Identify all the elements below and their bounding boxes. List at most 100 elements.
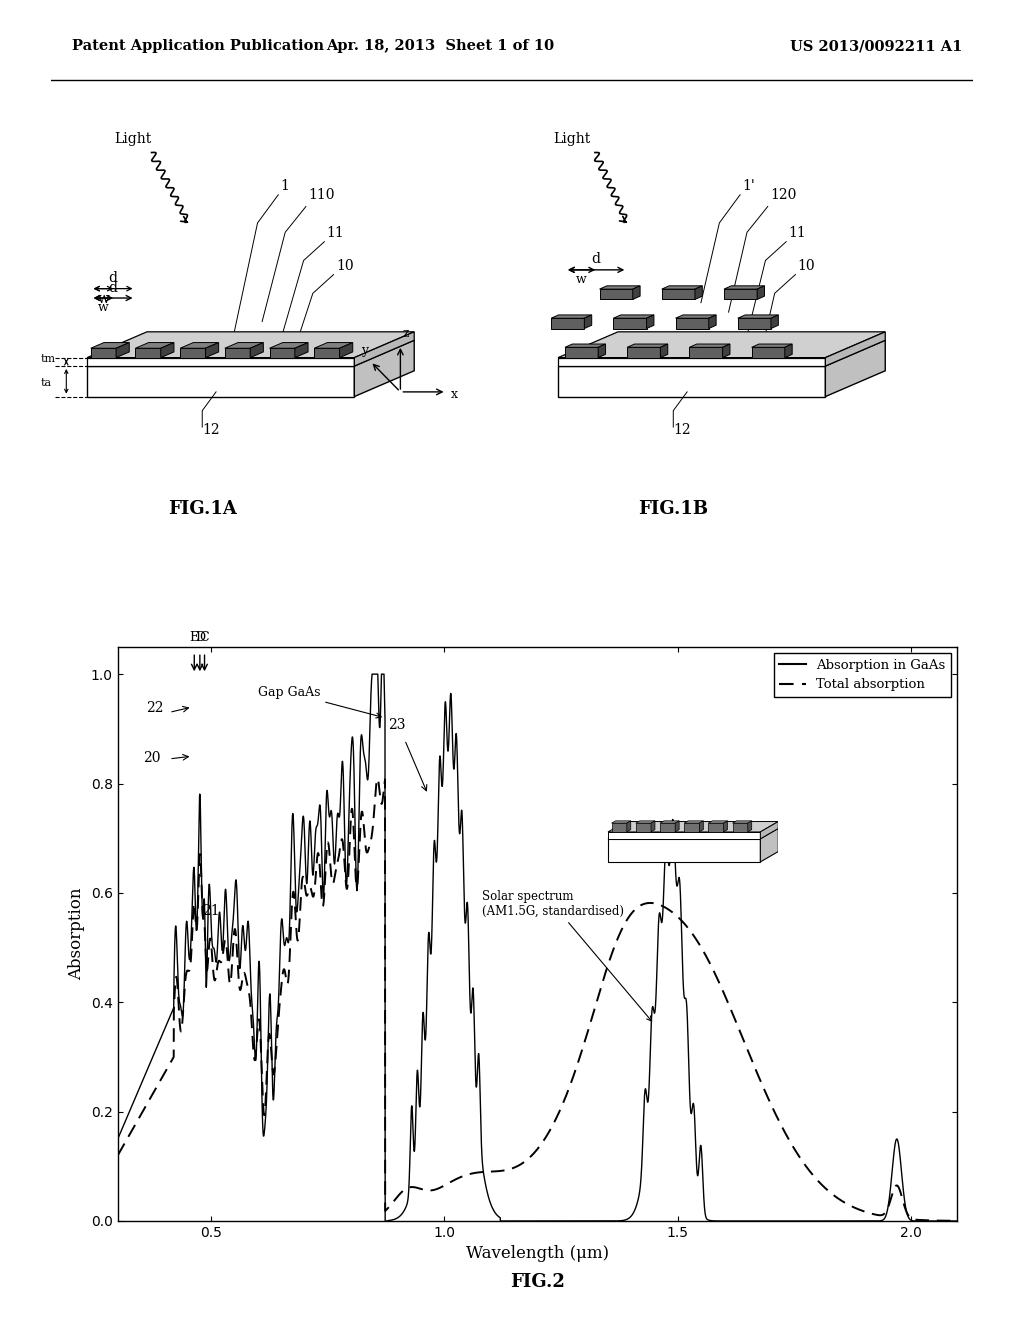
Polygon shape xyxy=(91,348,116,358)
Text: x: x xyxy=(452,388,458,401)
Line: Total absorption: Total absorption xyxy=(118,779,957,1221)
Y-axis label: Absorption: Absorption xyxy=(69,887,85,981)
Polygon shape xyxy=(709,315,716,329)
Absorption in GaAs xyxy=(264,990,276,1006)
Polygon shape xyxy=(585,315,592,329)
Polygon shape xyxy=(724,289,757,300)
Polygon shape xyxy=(760,829,778,862)
Polygon shape xyxy=(737,318,771,329)
Polygon shape xyxy=(565,347,598,358)
Absorption in GaAs xyxy=(738,1213,751,1229)
Total absorption xyxy=(264,1031,276,1047)
Polygon shape xyxy=(684,824,699,832)
Polygon shape xyxy=(724,286,765,289)
Text: FIG.1B: FIG.1B xyxy=(638,500,709,517)
Polygon shape xyxy=(660,345,668,358)
Polygon shape xyxy=(354,331,414,366)
Polygon shape xyxy=(825,331,885,366)
Polygon shape xyxy=(608,829,778,840)
Absorption in GaAs xyxy=(367,667,379,682)
Polygon shape xyxy=(627,347,660,358)
Text: d: d xyxy=(109,271,118,285)
Polygon shape xyxy=(608,821,778,832)
Line: Absorption in GaAs: Absorption in GaAs xyxy=(118,675,957,1221)
Text: 10: 10 xyxy=(798,259,815,273)
Polygon shape xyxy=(340,343,352,358)
Polygon shape xyxy=(87,366,354,396)
Polygon shape xyxy=(135,348,161,358)
Text: 20: 20 xyxy=(143,751,161,764)
Polygon shape xyxy=(752,345,793,347)
Polygon shape xyxy=(784,345,793,358)
Absorption in GaAs xyxy=(615,1213,628,1229)
Text: 23: 23 xyxy=(388,718,406,731)
Polygon shape xyxy=(662,289,695,300)
Polygon shape xyxy=(598,345,605,358)
Polygon shape xyxy=(135,343,174,348)
Text: D: D xyxy=(195,631,205,644)
Polygon shape xyxy=(87,358,354,366)
Text: w: w xyxy=(577,273,587,286)
Polygon shape xyxy=(206,343,219,358)
Total absorption xyxy=(657,899,670,915)
Polygon shape xyxy=(709,824,724,832)
Polygon shape xyxy=(732,824,748,832)
Text: Light: Light xyxy=(553,132,591,147)
Text: Solar spectrum
(AM1.5G, standardised): Solar spectrum (AM1.5G, standardised) xyxy=(481,890,651,1022)
Text: 11: 11 xyxy=(327,226,344,240)
Text: 22: 22 xyxy=(145,701,163,715)
Polygon shape xyxy=(659,821,679,824)
Polygon shape xyxy=(295,343,308,358)
Polygon shape xyxy=(180,348,206,358)
Polygon shape xyxy=(659,824,675,832)
Text: 11: 11 xyxy=(788,226,806,240)
Text: C: C xyxy=(200,631,209,644)
Polygon shape xyxy=(269,348,295,358)
X-axis label: Wavelength (μm): Wavelength (μm) xyxy=(466,1245,609,1262)
Polygon shape xyxy=(627,345,668,347)
Text: d: d xyxy=(109,281,118,296)
Polygon shape xyxy=(771,315,778,329)
Polygon shape xyxy=(613,315,654,318)
Total absorption xyxy=(372,771,384,787)
Text: z: z xyxy=(402,327,410,341)
Text: w: w xyxy=(98,301,109,314)
Polygon shape xyxy=(600,289,633,300)
Absorption in GaAs xyxy=(951,1213,964,1229)
Text: Gap GaAs: Gap GaAs xyxy=(258,686,381,718)
Polygon shape xyxy=(608,832,760,840)
Polygon shape xyxy=(225,348,250,358)
Text: 1': 1' xyxy=(742,180,755,193)
Text: 10: 10 xyxy=(336,259,353,273)
Text: Patent Application Publication: Patent Application Publication xyxy=(72,40,324,53)
Polygon shape xyxy=(699,821,703,832)
Polygon shape xyxy=(633,286,640,300)
Total absorption xyxy=(951,1213,964,1229)
Text: E: E xyxy=(189,631,199,644)
Polygon shape xyxy=(662,286,702,289)
Polygon shape xyxy=(269,343,308,348)
Polygon shape xyxy=(757,286,765,300)
Text: 110: 110 xyxy=(308,189,335,202)
Text: d: d xyxy=(592,252,601,265)
Polygon shape xyxy=(748,821,752,832)
Total absorption xyxy=(432,1180,444,1196)
Polygon shape xyxy=(600,286,640,289)
Polygon shape xyxy=(675,821,679,832)
Text: 12: 12 xyxy=(203,424,220,437)
Absorption in GaAs xyxy=(112,1131,124,1147)
Polygon shape xyxy=(558,341,885,366)
Absorption in GaAs xyxy=(379,1213,391,1229)
Absorption in GaAs xyxy=(658,871,671,887)
Polygon shape xyxy=(636,824,651,832)
Polygon shape xyxy=(558,358,825,366)
Text: Light: Light xyxy=(115,132,152,147)
Text: y: y xyxy=(361,343,369,356)
Polygon shape xyxy=(225,343,263,348)
Polygon shape xyxy=(608,840,760,862)
Polygon shape xyxy=(558,366,825,396)
Text: 12: 12 xyxy=(674,424,691,437)
Polygon shape xyxy=(116,343,129,358)
Polygon shape xyxy=(565,345,605,347)
Polygon shape xyxy=(180,343,219,348)
